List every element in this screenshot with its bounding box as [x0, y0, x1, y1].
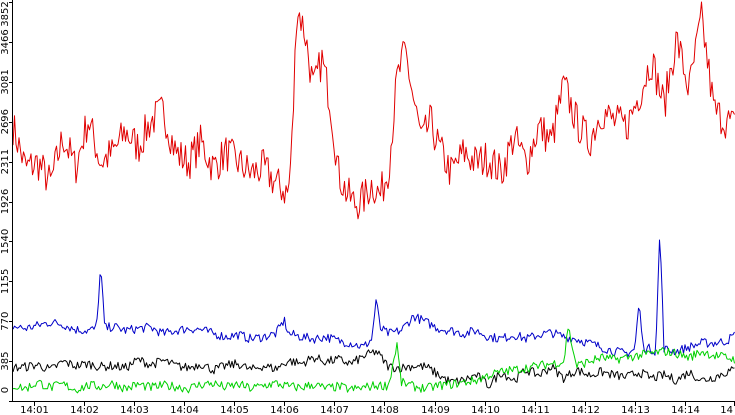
y-tick-label: 1540 [0, 229, 11, 254]
y-tick-label: 3081 [0, 69, 11, 94]
x-tick-label: 14:02 [70, 405, 99, 415]
y-tick-layer: 0 385 770 1155 1540 1926 2311 2696 3081 3466 3852 [0, 1, 13, 402]
x-tick-label: 14:06 [270, 405, 299, 415]
series-line-1 [12, 1, 735, 220]
y-tick-label: 2696 [0, 109, 11, 134]
x-tick-label: 14 [720, 405, 733, 415]
y-tick-label: 0 [0, 387, 11, 393]
y-tick-label: 2311 [0, 149, 11, 174]
x-tick-label: 14:05 [220, 405, 249, 415]
x-tick-label: 14:12 [571, 405, 600, 415]
x-tick-label: 14:01 [20, 405, 49, 415]
x-tick-label: 14:04 [170, 405, 199, 415]
series-line-3 [12, 349, 735, 389]
y-tick-label: 3852 [0, 1, 11, 26]
x-tick-label: 14:13 [621, 405, 650, 415]
axes-layer [12, 0, 735, 402]
x-tick-label: 14:08 [370, 405, 399, 415]
y-tick-label: 1155 [0, 269, 11, 294]
x-tick-label: 14:14 [671, 405, 700, 415]
x-tick-label: 14:09 [421, 405, 450, 415]
x-tick-label: 14:03 [120, 405, 149, 415]
series-line-4 [12, 328, 735, 394]
series-line-2 [12, 239, 735, 358]
series-layer [12, 1, 735, 394]
x-tick-layer: 14:01 14:02 14:03 14:04 14:05 14:06 14:07 14:08… [20, 401, 735, 415]
x-tick-label: 14:11 [521, 405, 550, 415]
y-tick-label: 1926 [0, 189, 11, 214]
x-tick-label: 14:07 [320, 405, 349, 415]
x-tick-label: 14:10 [471, 405, 500, 415]
y-tick-label: 385 [0, 352, 11, 371]
y-tick-label: 770 [0, 312, 11, 331]
y-tick-label: 3466 [0, 29, 11, 54]
